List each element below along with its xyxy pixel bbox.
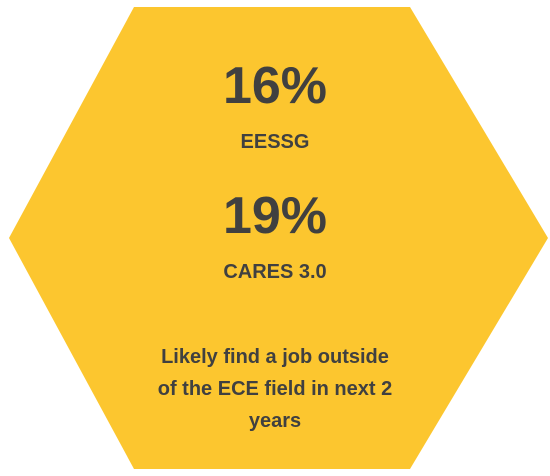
description-line-1: Likely find a job outside (161, 346, 389, 368)
stat-label-eessg: EESSG (240, 131, 310, 153)
stat-label-cares: CARES 3.0 (223, 261, 327, 283)
stat-value-eessg: 16% (222, 57, 328, 115)
hexagon-fill (9, 7, 548, 469)
stat-description: Likely find a job outside of the ECE fie… (0, 341, 550, 437)
stat-value-cares: 19% (222, 187, 328, 245)
description-line-3: years (248, 410, 302, 432)
description-line-2: of the ECE field in next 2 (157, 378, 393, 400)
